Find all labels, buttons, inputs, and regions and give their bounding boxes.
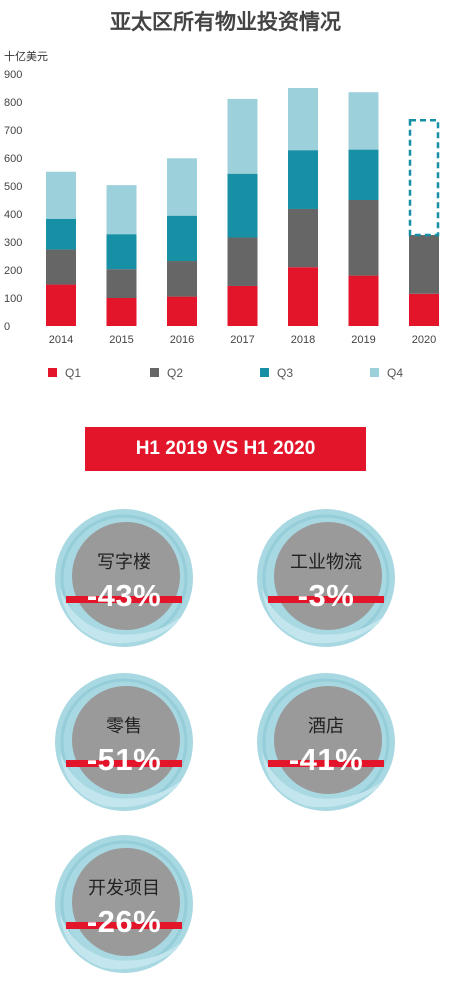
bar-q4-2014 bbox=[46, 171, 76, 219]
category-label: 零售 bbox=[106, 716, 142, 737]
bar-q4-2017 bbox=[227, 98, 258, 174]
bar-q2-2017 bbox=[227, 237, 258, 286]
percent-change-value: -41% bbox=[288, 742, 364, 777]
bar-q1-2017 bbox=[227, 285, 258, 326]
x-tick-label: 2019 bbox=[351, 334, 375, 346]
red-underline-bar bbox=[66, 760, 182, 767]
bar-q4-2019 bbox=[348, 92, 379, 150]
watercolor-circle bbox=[55, 673, 193, 811]
x-tick-label: 2020 bbox=[412, 334, 436, 346]
bar-q1-2020 bbox=[409, 293, 439, 326]
y-tick-label: 500 bbox=[4, 181, 22, 193]
bar-q3-2016 bbox=[167, 215, 197, 262]
legend-label-q4: Q4 bbox=[387, 366, 403, 380]
comparison-card: 写字楼 -43% bbox=[54, 508, 194, 648]
legend-swatch-q1 bbox=[48, 368, 57, 377]
percent-change-value: -3% bbox=[297, 578, 355, 613]
bar-q1-2015 bbox=[106, 298, 137, 326]
bar-q2-2014 bbox=[46, 249, 76, 285]
y-tick-label: 900 bbox=[4, 69, 22, 81]
projection-dashed-box bbox=[408, 118, 440, 237]
watercolor-circle bbox=[55, 835, 193, 973]
category-label: 写字楼 bbox=[97, 552, 151, 573]
y-tick-label: 300 bbox=[4, 237, 22, 249]
legend-label-q1: Q1 bbox=[65, 366, 81, 380]
red-underline-bar bbox=[66, 922, 182, 929]
bar-q2-2018 bbox=[288, 208, 318, 268]
y-tick-label: 100 bbox=[4, 293, 22, 305]
legend-swatch-q2 bbox=[150, 368, 159, 377]
x-tick-label: 2018 bbox=[291, 334, 315, 346]
percent-change-value: -43% bbox=[86, 578, 162, 613]
category-label: 工业物流 bbox=[290, 552, 362, 573]
bar-q4-2015 bbox=[106, 185, 137, 235]
comparison-banner: H1 2019 VS H1 2020 bbox=[85, 427, 366, 471]
bar-q2-2016 bbox=[167, 261, 197, 297]
bar-q1-2014 bbox=[46, 284, 76, 326]
y-tick-label: 400 bbox=[4, 209, 22, 221]
y-tick-label: 0 bbox=[4, 321, 10, 333]
bar-q4-2016 bbox=[167, 158, 197, 216]
percent-change-value: -51% bbox=[86, 742, 162, 777]
comparison-card: 零售 -51% bbox=[54, 672, 194, 812]
red-underline-bar bbox=[268, 596, 384, 603]
bar-q2-2019 bbox=[348, 200, 379, 276]
watercolor-circle bbox=[257, 509, 395, 647]
comparison-card: 开发项目 -26% bbox=[54, 834, 194, 974]
legend-label-q3: Q3 bbox=[277, 366, 293, 380]
bar-q3-2015 bbox=[106, 234, 137, 270]
comparison-card: 工业物流 -3% bbox=[256, 508, 396, 648]
x-tick-label: 2014 bbox=[49, 334, 73, 346]
bar-q3-2019 bbox=[348, 149, 379, 200]
page-title: 亚太区所有物业投资情况 bbox=[110, 10, 341, 34]
red-underline-bar bbox=[268, 760, 384, 767]
bar-q2-2015 bbox=[106, 269, 137, 298]
percent-change-value: -26% bbox=[86, 904, 162, 939]
bar-q4-2018 bbox=[288, 88, 318, 151]
category-label: 开发项目 bbox=[88, 878, 160, 899]
x-tick-label: 2015 bbox=[109, 334, 133, 346]
bar-q1-2016 bbox=[167, 296, 197, 326]
x-tick-label: 2016 bbox=[170, 334, 194, 346]
red-underline-bar bbox=[66, 596, 182, 603]
y-tick-label: 600 bbox=[4, 153, 22, 165]
watercolor-circle bbox=[55, 509, 193, 647]
y-tick-label: 700 bbox=[4, 125, 22, 137]
y-tick-label: 200 bbox=[4, 265, 22, 277]
bar-q3-2014 bbox=[46, 218, 76, 250]
y-axis-unit-label: 十亿美元 bbox=[4, 49, 48, 63]
comparison-card: 酒店 -41% bbox=[256, 672, 396, 812]
category-label: 酒店 bbox=[308, 716, 344, 737]
legend-swatch-q3 bbox=[260, 368, 269, 377]
y-tick-label: 800 bbox=[4, 97, 22, 109]
bar-q3-2017 bbox=[227, 173, 258, 238]
bar-q2-2020 bbox=[409, 235, 439, 294]
legend-swatch-q4 bbox=[370, 368, 379, 377]
x-tick-label: 2017 bbox=[230, 334, 254, 346]
watercolor-circle bbox=[257, 673, 395, 811]
legend-label-q2: Q2 bbox=[167, 366, 183, 380]
stacked-bar-chart: 十亿美元 0 100 200 300 400 500 600 700 800 900 2014 2015… bbox=[4, 49, 440, 380]
bar-q3-2018 bbox=[288, 150, 318, 209]
bar-q1-2019 bbox=[348, 275, 379, 326]
bar-q1-2018 bbox=[288, 267, 318, 326]
